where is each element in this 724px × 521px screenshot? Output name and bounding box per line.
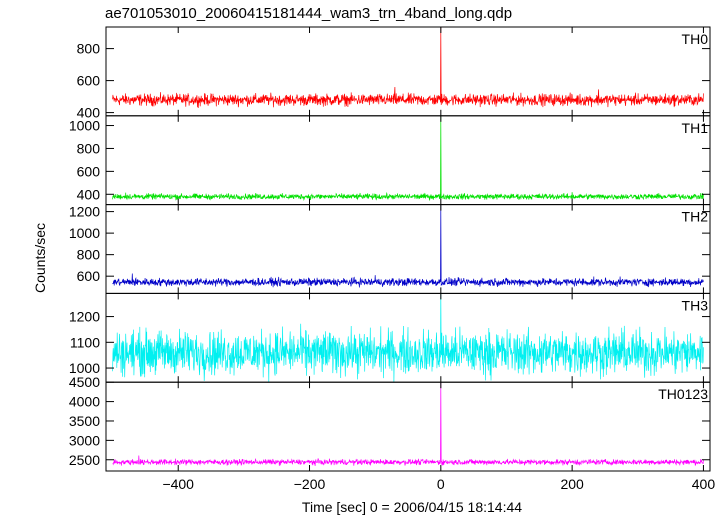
y-tick-label: 3000 [69, 432, 100, 448]
panel-label: TH1 [682, 120, 709, 136]
series-line-th2 [112, 204, 704, 288]
series-line-th0123 [112, 382, 704, 467]
panel-th2: 600 800 1000 1200 TH2 [69, 204, 711, 294]
panel-label: TH3 [682, 297, 709, 313]
panels: 400 600 800 TH0 400 600 800 1000 TH1 600 800 1000 12… [69, 26, 716, 492]
x-tick-label: −400 [162, 476, 194, 492]
x-tick-label: −200 [294, 476, 326, 492]
panel-label: TH0 [682, 31, 709, 47]
y-tick-label: 800 [77, 247, 101, 263]
y-tick-label: 1200 [69, 309, 100, 325]
panel-th3: 1000 1100 1200 TH3 [69, 292, 711, 383]
series-line-th0 [112, 26, 704, 109]
panel-th0: 400 600 800 TH0 [77, 26, 711, 121]
y-tick-label: 600 [77, 73, 101, 89]
x-tick-label: 200 [560, 476, 584, 492]
series-line-th1 [112, 115, 704, 202]
panel-th1: 400 600 800 1000 TH1 [69, 115, 711, 206]
panel-frame [105, 381, 711, 472]
x-tick-label: 0 [437, 476, 445, 492]
y-tick-label: 800 [77, 140, 101, 156]
chart-title: ae701053010_20060415181444_wam3_trn_4ban… [105, 5, 512, 22]
panel-label: TH2 [682, 209, 709, 225]
y-tick-label: 4000 [69, 394, 100, 410]
panel-th0123: 2500 3000 3500 4000 4500 TH0123 [69, 374, 711, 472]
panel-frame [105, 115, 711, 206]
y-tick-label: 1000 [69, 118, 100, 134]
x-tick-label: 400 [692, 476, 716, 492]
y-tick-label: 1000 [69, 225, 100, 241]
y-tick-label: 3500 [69, 413, 100, 429]
y-tick-label: 1200 [69, 204, 100, 220]
x-axis-label: Time [sec] 0 = 2006/04/15 18:14:44 [302, 499, 522, 515]
y-tick-label: 4500 [69, 374, 100, 390]
panel-label: TH0123 [658, 386, 708, 402]
y-tick-label: 600 [77, 268, 101, 284]
series-line-th3 [112, 293, 704, 383]
y-tick-label: 2500 [69, 452, 100, 468]
y-tick-label: 800 [77, 41, 101, 57]
y-axis-label: Counts/sec [32, 223, 48, 293]
y-tick-label: 1100 [70, 334, 100, 350]
y-tick-label: 600 [77, 163, 101, 179]
y-tick-label: 400 [77, 105, 101, 121]
y-tick-label: 1000 [69, 360, 100, 376]
y-tick-label: 400 [77, 186, 101, 202]
